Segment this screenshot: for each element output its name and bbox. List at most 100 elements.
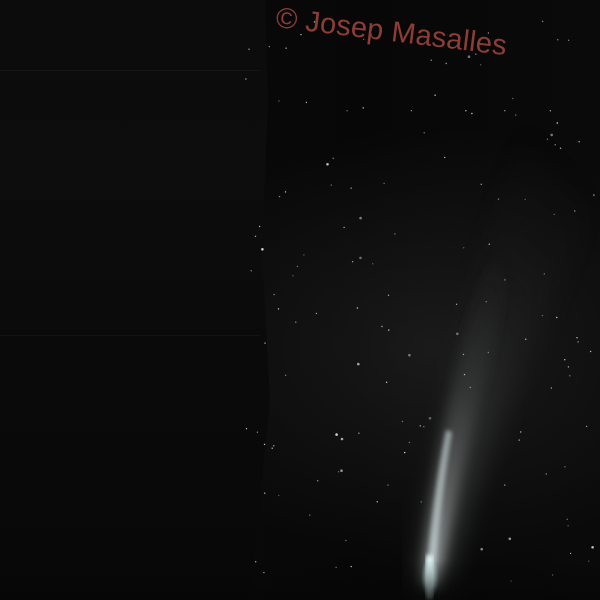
star [330,184,332,186]
star [512,97,514,100]
star [585,425,588,428]
star [567,525,569,527]
star [556,316,558,319]
star [317,480,319,482]
star [420,501,422,503]
star [303,254,305,256]
star [423,132,425,134]
star [504,279,506,281]
star [284,374,287,376]
star [428,417,432,420]
star [278,100,280,102]
star [569,552,572,555]
star [567,39,570,41]
star [383,182,385,185]
star [309,514,311,516]
star [351,261,354,263]
star [541,314,544,317]
silhouette-edge-line [0,335,260,336]
star [423,426,425,428]
star [554,144,556,146]
star [589,350,592,353]
star [261,248,264,251]
star [525,338,527,340]
star [550,387,553,389]
star [434,94,436,96]
star [404,451,406,454]
star [359,256,362,260]
star [564,359,566,361]
star [358,432,360,434]
star [315,312,318,315]
star [430,59,432,61]
star [515,114,517,116]
star [508,537,512,541]
star [576,337,578,339]
star [444,156,446,159]
star [553,213,555,216]
star [550,133,553,137]
star [479,64,482,66]
star [258,225,261,228]
star [300,33,302,36]
star [271,447,273,449]
star [277,308,280,310]
star [593,194,595,196]
star [350,187,352,189]
star [326,163,329,166]
star [372,263,374,265]
star [273,293,275,296]
star [245,428,248,430]
star [387,294,390,296]
star [273,445,275,447]
star [357,362,360,366]
star [567,366,570,368]
star [543,273,545,275]
star [340,437,344,441]
star [292,275,294,277]
star [556,122,559,124]
star [577,341,579,343]
star [471,112,473,115]
star [462,353,465,356]
star [268,45,270,48]
star [376,501,378,503]
star [487,351,489,354]
star [559,147,562,149]
star [245,78,247,80]
star [463,373,466,376]
star [250,270,252,272]
star [248,48,250,50]
star [467,55,471,58]
star [574,210,576,212]
star [305,101,308,104]
star [362,107,364,109]
star [591,546,594,549]
star [335,433,338,436]
star [485,301,487,303]
star [419,425,421,427]
star [557,39,559,41]
star [359,216,362,220]
comet-inner-streak [426,430,452,588]
star [549,110,552,112]
star [463,247,465,249]
star [285,47,287,49]
star [504,484,506,486]
star [387,484,389,486]
star [388,329,390,331]
star [578,141,580,143]
silhouette-edge-line [0,70,260,71]
star [381,325,383,328]
star [455,303,458,305]
star [445,62,447,65]
star [541,20,544,23]
star [346,110,348,112]
star [256,431,259,433]
star [545,473,547,475]
star [278,494,280,497]
star [520,431,522,433]
star [284,191,287,193]
star [408,441,410,444]
